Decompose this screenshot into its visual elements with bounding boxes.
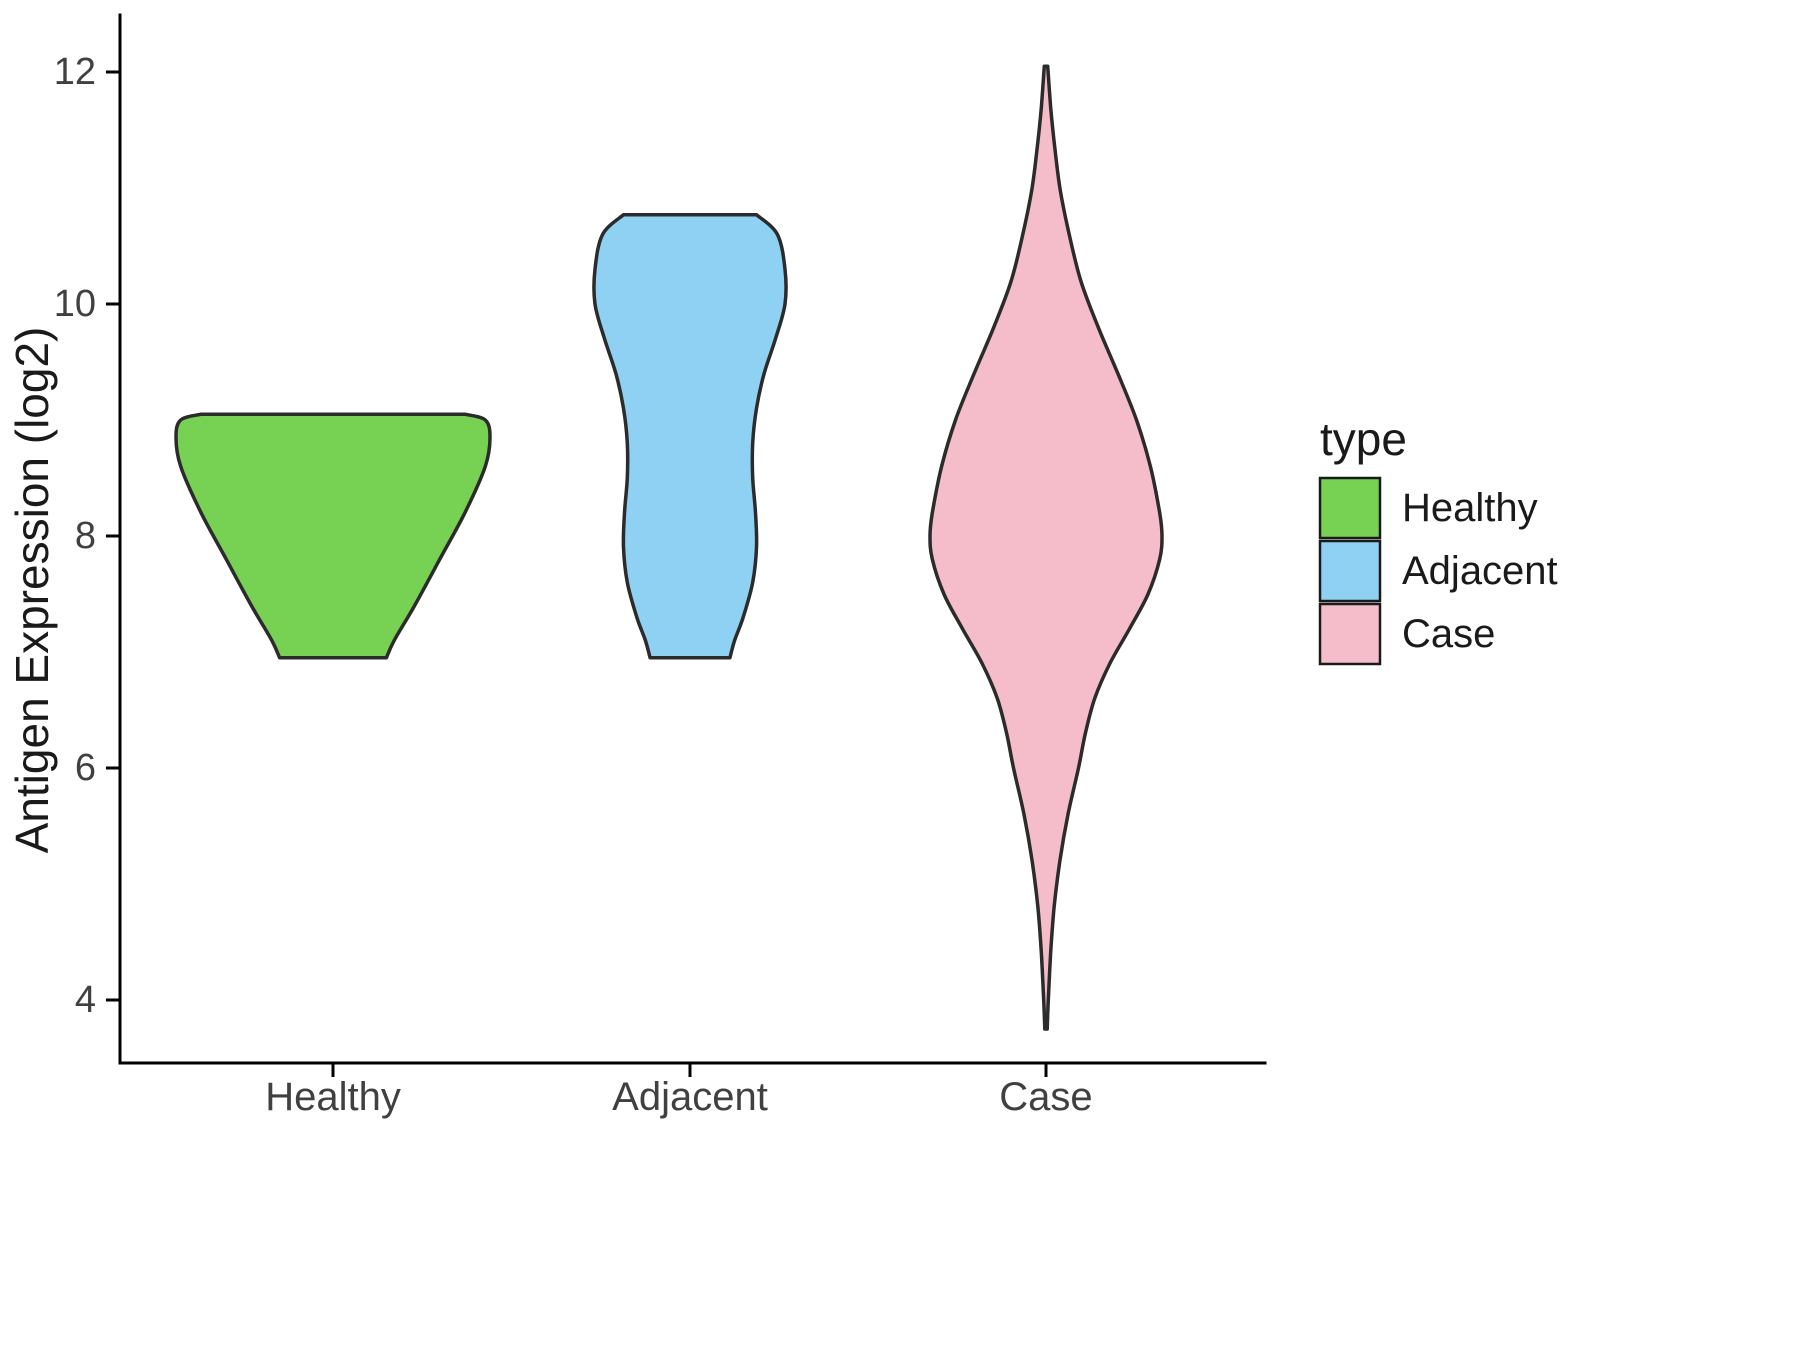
legend-title: type [1320,413,1407,465]
x-tick-label-healthy: Healthy [265,1075,401,1119]
x-tick-labels: Healthy Adjacent Case [265,1075,1093,1119]
y-tick-marks [106,70,120,1002]
violins [174,64,1164,1031]
legend-key-case [1318,602,1382,666]
legend-key-adjacent [1318,539,1382,603]
legend-label-adjacent: Adjacent [1402,549,1558,593]
legend-key-healthy [1318,476,1382,540]
y-tick-label-10: 10 [54,283,96,325]
violin-case [928,64,1164,1031]
legend-label-case: Case [1402,612,1495,656]
y-tick-label-12: 12 [54,51,96,93]
violin-adjacent [592,212,788,660]
y-tick-labels: 12 10 8 6 4 [54,51,96,1021]
x-tick-marks [331,1063,1048,1077]
x-tick-label-adjacent: Adjacent [612,1075,768,1119]
y-tick-label-6: 6 [75,747,96,789]
y-tick-label-8: 8 [75,515,96,557]
legend-label-healthy: Healthy [1402,486,1538,530]
violin-healthy [174,412,492,660]
y-tick-label-4: 4 [75,979,96,1021]
legend: type Healthy Adjacent Case [1318,413,1558,666]
x-tick-label-case: Case [999,1075,1092,1119]
y-axis-title: Antigen Expression (log2) [6,327,58,854]
